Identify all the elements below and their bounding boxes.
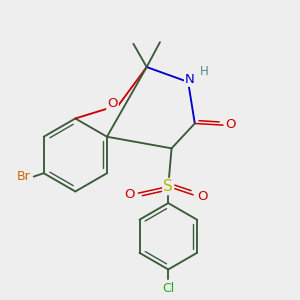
Text: H: H	[200, 65, 208, 78]
Text: S: S	[164, 179, 173, 194]
Text: O: O	[225, 118, 236, 131]
Text: Br: Br	[17, 170, 31, 183]
Text: O: O	[107, 97, 118, 110]
Text: Cl: Cl	[162, 282, 174, 295]
Text: O: O	[124, 188, 134, 201]
Text: O: O	[197, 190, 208, 203]
Text: N: N	[185, 73, 195, 86]
